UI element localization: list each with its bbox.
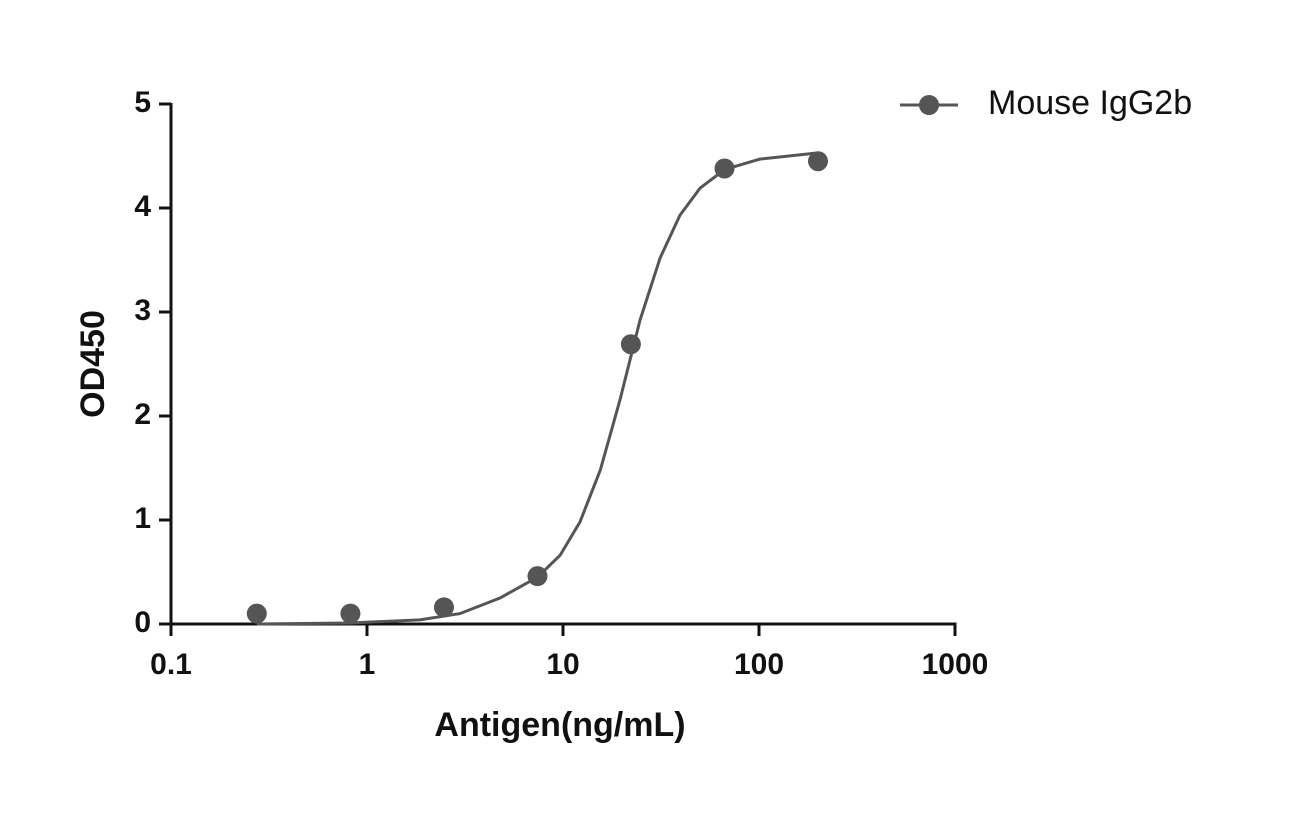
- x-tick-label: 1000: [922, 648, 989, 681]
- data-point: [527, 566, 548, 587]
- fit-curve: [256, 151, 819, 626]
- data-point: [340, 603, 361, 624]
- x-tick-label: 0.1: [150, 648, 192, 681]
- data-point: [808, 151, 829, 172]
- y-axis-title: OD450: [74, 310, 112, 418]
- x-axis-title: Antigen(ng/mL): [434, 706, 685, 744]
- x-tick-label: 10: [546, 648, 579, 681]
- data-point: [246, 603, 267, 624]
- y-tick-label: 0: [134, 606, 151, 639]
- x-tick-label: 100: [734, 648, 784, 681]
- y-tick-label: 5: [134, 86, 151, 119]
- y-tick-label: 1: [134, 502, 151, 535]
- data-point: [714, 158, 735, 179]
- y-tick-label: 3: [134, 294, 151, 327]
- y-tick-label: 4: [134, 190, 151, 223]
- data-point: [433, 597, 454, 618]
- x-tick-label: 1: [359, 648, 376, 681]
- legend-label: Mouse IgG2b: [988, 84, 1192, 122]
- data-point: [620, 334, 641, 355]
- y-tick-label: 2: [134, 398, 151, 431]
- legend-marker: [919, 95, 939, 115]
